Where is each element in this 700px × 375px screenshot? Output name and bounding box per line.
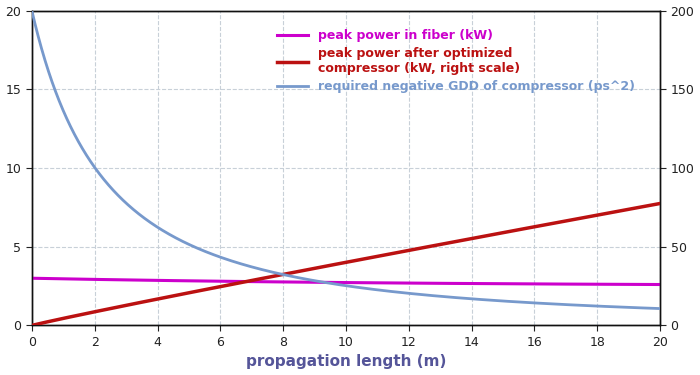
required negative GDD of compressor (ps^2) bbox=[27, 8, 36, 13]
peak power after optimized
compressor (kW, right scale) bbox=[333, 262, 342, 266]
Line: peak power in fiber (kW): peak power in fiber (kW) bbox=[32, 278, 660, 285]
X-axis label: propagation length (m): propagation length (m) bbox=[246, 354, 446, 369]
required negative GDD of compressor (ps^2) bbox=[522, 300, 531, 305]
required negative GDD of compressor (ps^2) bbox=[656, 306, 664, 311]
Line: peak power after optimized
compressor (kW, right scale): peak power after optimized compressor (k… bbox=[32, 204, 660, 326]
peak power after optimized
compressor (kW, right scale) bbox=[27, 323, 36, 328]
peak power in fiber (kW) bbox=[27, 276, 36, 280]
peak power after optimized
compressor (kW, right scale) bbox=[60, 316, 68, 321]
Line: required negative GDD of compressor (ps^2): required negative GDD of compressor (ps^… bbox=[32, 10, 660, 309]
peak power in fiber (kW) bbox=[638, 282, 646, 287]
peak power in fiber (kW) bbox=[316, 280, 325, 285]
peak power after optimized
compressor (kW, right scale) bbox=[522, 226, 531, 231]
peak power in fiber (kW) bbox=[638, 282, 646, 287]
peak power after optimized
compressor (kW, right scale) bbox=[316, 265, 325, 269]
required negative GDD of compressor (ps^2) bbox=[638, 306, 646, 310]
peak power in fiber (kW) bbox=[333, 280, 342, 285]
required negative GDD of compressor (ps^2) bbox=[316, 279, 325, 284]
required negative GDD of compressor (ps^2) bbox=[333, 282, 342, 286]
peak power after optimized
compressor (kW, right scale) bbox=[656, 201, 664, 206]
required negative GDD of compressor (ps^2) bbox=[638, 306, 646, 310]
peak power in fiber (kW) bbox=[60, 277, 68, 281]
peak power after optimized
compressor (kW, right scale) bbox=[638, 205, 646, 209]
peak power in fiber (kW) bbox=[656, 282, 664, 287]
peak power after optimized
compressor (kW, right scale) bbox=[638, 205, 646, 209]
peak power in fiber (kW) bbox=[522, 282, 531, 286]
required negative GDD of compressor (ps^2) bbox=[60, 110, 68, 114]
Legend: peak power in fiber (kW), peak power after optimized
compressor (kW, right scale: peak power in fiber (kW), peak power aft… bbox=[271, 23, 641, 100]
